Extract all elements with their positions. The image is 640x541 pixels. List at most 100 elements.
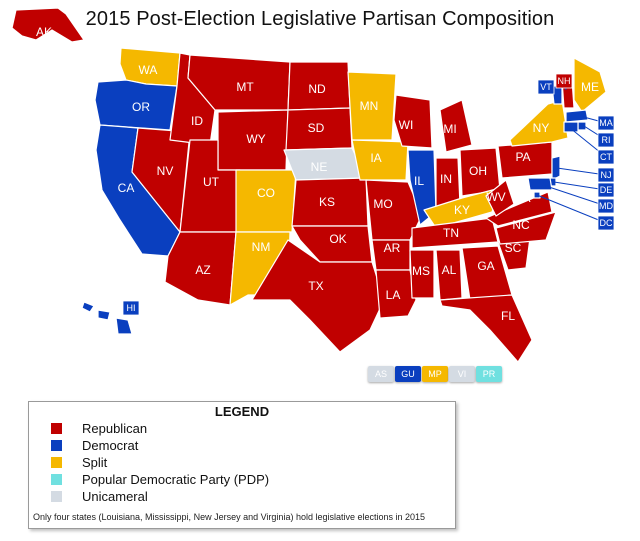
leader-line-md xyxy=(539,183,607,207)
state-label-tn: TN xyxy=(443,226,459,240)
state-label-ia: IA xyxy=(370,151,381,165)
state-label-ak: AK xyxy=(36,25,52,39)
state-label-fl: FL xyxy=(501,309,515,323)
legend-note: Only four states (Louisiana, Mississippi… xyxy=(33,512,426,522)
state-label-ca: CA xyxy=(118,181,135,195)
state-ak xyxy=(11,7,85,43)
state-label-hi: HI xyxy=(127,303,136,313)
state-label-vt: VT xyxy=(540,82,552,92)
legend-label: Split xyxy=(82,455,108,470)
state-label-ar: AR xyxy=(384,241,401,255)
legend-title: LEGEND xyxy=(214,404,270,419)
state-wi xyxy=(393,94,433,149)
label-box-nh xyxy=(555,73,573,89)
state-va xyxy=(485,191,553,227)
label-box-ri xyxy=(597,132,615,148)
state-label-in: IN xyxy=(440,172,452,186)
state-label-la: LA xyxy=(386,288,401,302)
state-label-ms: MS xyxy=(412,264,430,278)
state-label-oh: OH xyxy=(469,164,487,178)
state-label-nj: NJ xyxy=(601,170,612,180)
territory-mp: MP xyxy=(422,366,448,382)
state-ia xyxy=(351,139,409,181)
state-label-il: IL xyxy=(414,174,424,188)
state-wv xyxy=(485,179,515,217)
state-ms xyxy=(409,249,435,299)
state-or xyxy=(94,79,178,131)
state-label-de: DE xyxy=(600,185,613,195)
state-label-me: ME xyxy=(581,80,599,94)
state-label-az: AZ xyxy=(195,263,210,277)
state-label-wv: WV xyxy=(486,190,505,204)
state-ny xyxy=(509,99,569,147)
state-label-wy: WY xyxy=(246,132,265,146)
state-ct xyxy=(563,121,579,133)
state-co xyxy=(235,169,297,233)
state-mi xyxy=(439,99,473,153)
legend-label: Democrat xyxy=(82,438,139,453)
state-label-md: MD xyxy=(599,201,613,211)
state-me xyxy=(573,57,607,113)
us-map: AK WA OR CA NV ID MT WY UT AZ CO NM ND SD NE KS OK TX MN IA… xyxy=(11,7,615,363)
state-la xyxy=(375,269,417,319)
state-label-ct: CT xyxy=(600,152,612,162)
state-tx xyxy=(251,239,385,353)
legend-swatch xyxy=(51,474,62,485)
state-label-wa: WA xyxy=(139,63,158,77)
label-box-nj xyxy=(597,167,615,183)
state-label-va: VA xyxy=(515,191,530,205)
state-label-dc: DC xyxy=(600,218,613,228)
territory-vi: VI xyxy=(449,366,475,382)
state-label-pa: PA xyxy=(515,150,530,164)
legend-box: LEGEND Republican Democrat Split Popular De… xyxy=(28,401,456,529)
state-label-tx: TX xyxy=(308,279,323,293)
state-label-ri: RI xyxy=(602,135,611,145)
legend-swatch xyxy=(51,457,62,468)
state-label-ok: OK xyxy=(329,232,346,246)
legend-swatch xyxy=(51,423,62,434)
state-label-ky: KY xyxy=(454,203,470,217)
state-label-nv: NV xyxy=(157,164,174,178)
state-label-mn: MN xyxy=(360,99,379,113)
state-label-al: AL xyxy=(442,263,457,277)
label-box-ct xyxy=(597,149,615,165)
state-label-mi: MI xyxy=(443,122,456,136)
state-label-nd: ND xyxy=(308,82,326,96)
state-label-ma: MA xyxy=(599,118,613,128)
territory-as: AS xyxy=(368,366,394,382)
legend-label: Popular Democratic Party (PDP) xyxy=(82,472,270,487)
state-label-sd: SD xyxy=(308,121,325,135)
label-box-de xyxy=(597,182,615,198)
state-nj xyxy=(551,155,561,181)
state-hi xyxy=(81,301,133,335)
legend-swatch xyxy=(51,491,62,502)
leader-line-dc xyxy=(536,194,607,224)
state-label-nh: NH xyxy=(558,76,571,86)
state-label-co: CO xyxy=(257,186,275,200)
label-box-md xyxy=(597,198,615,214)
state-ma xyxy=(565,109,589,123)
state-nc xyxy=(495,211,557,245)
state-mn xyxy=(347,71,397,141)
leader-line-de xyxy=(553,181,607,191)
state-label-or: OR xyxy=(132,100,150,114)
label-box-hi xyxy=(122,300,140,316)
state-mt xyxy=(187,54,291,111)
legend-label: Unicameral xyxy=(82,489,148,504)
state-label-id: ID xyxy=(191,114,203,128)
legend-label: Republican xyxy=(82,421,148,436)
legend-swatch xyxy=(51,440,62,451)
state-label-ga: GA xyxy=(477,259,494,273)
label-box-dc xyxy=(597,215,615,231)
state-fl xyxy=(439,294,533,363)
state-label-mo: MO xyxy=(373,197,392,211)
state-label-nc: NC xyxy=(512,218,530,232)
state-label-mt: MT xyxy=(236,80,254,94)
label-box-ma xyxy=(597,115,615,131)
state-label-ny: NY xyxy=(533,121,550,135)
state-il xyxy=(407,149,437,226)
state-label-ks: KS xyxy=(319,195,335,209)
map-title: 2015 Post-Election Legislative Partisan … xyxy=(85,8,555,30)
territory-gu: GU xyxy=(395,366,421,382)
state-label-wi: WI xyxy=(399,118,414,132)
